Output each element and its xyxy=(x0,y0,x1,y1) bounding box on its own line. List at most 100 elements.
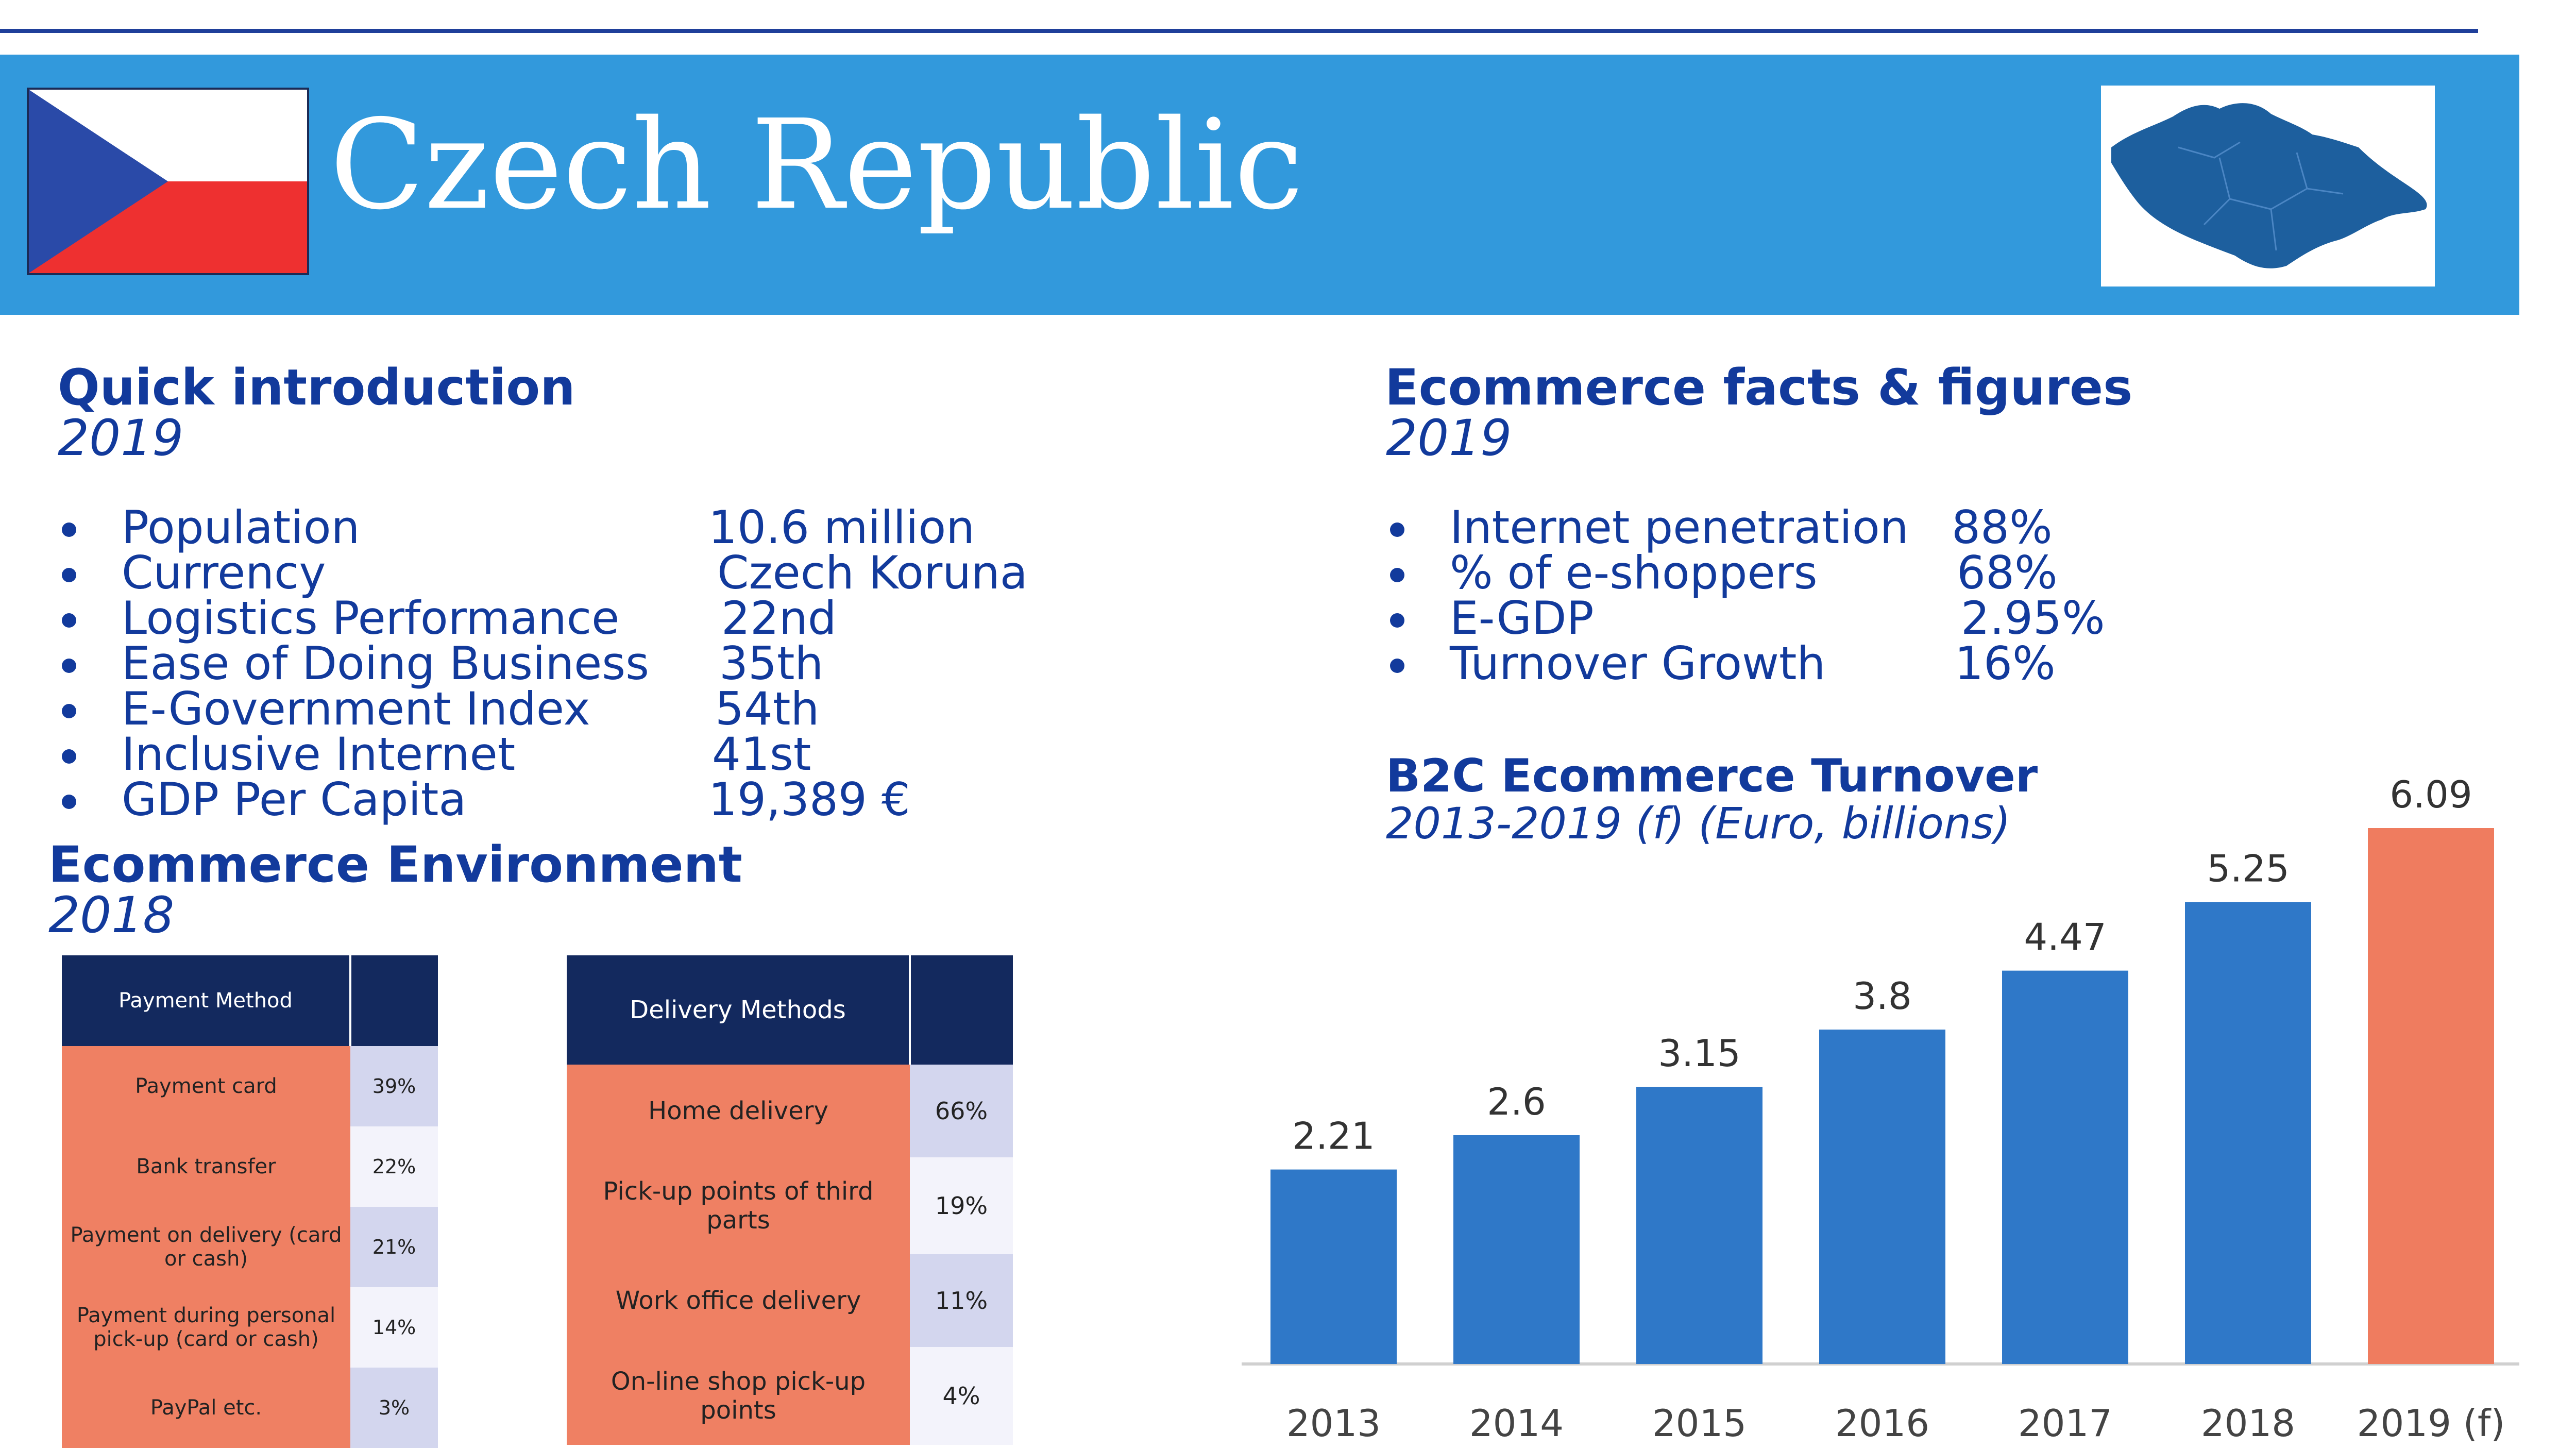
value-label: 3.15 xyxy=(1658,1032,1740,1075)
bullet-icon xyxy=(62,523,76,537)
ecom-facts-heading: Ecommerce facts & figures xyxy=(1385,359,2133,416)
delivery-header-value xyxy=(910,955,1013,1065)
item-value: 10.6 million xyxy=(708,501,975,554)
table-row: Payment during personal pick-up (card or… xyxy=(62,1287,438,1368)
item-label: Turnover Growth xyxy=(1450,637,1826,690)
item-value: 68% xyxy=(1957,546,2058,599)
item-value: 88% xyxy=(1952,501,2053,554)
row-value: 19% xyxy=(910,1157,1013,1254)
ecom-facts-year: 2019 xyxy=(1386,409,1512,467)
turnover-subtitle: 2013-2019 (f) (Euro, billions) xyxy=(1386,798,2011,849)
bar-2016 xyxy=(1819,1030,1945,1364)
bullet-icon xyxy=(62,795,76,809)
bullet-icon xyxy=(62,749,76,764)
item-label: Currency xyxy=(122,546,326,599)
category-label: 2015 xyxy=(1652,1402,1747,1443)
bullet-icon xyxy=(62,613,76,628)
bullet-icon xyxy=(62,568,76,582)
row-value: 14% xyxy=(350,1287,438,1368)
table-row: Pick-up points of third parts 19% xyxy=(567,1157,1013,1254)
bullet-icon xyxy=(1390,613,1404,628)
category-label: 2014 xyxy=(1469,1402,1564,1443)
turnover-bar-chart: 2.21 2013 2.6 2014 3.15 2015 3.8 2016 4.47 2017 5.… xyxy=(1242,773,2519,1443)
list-item: % of e-shoppers 68% xyxy=(1390,550,2214,596)
list-item: E-GDP 2.95% xyxy=(1390,596,2214,641)
payment-header-value xyxy=(350,955,438,1046)
row-value: 3% xyxy=(350,1368,438,1448)
item-value: 2.95% xyxy=(1961,592,2105,645)
row-value: 39% xyxy=(350,1046,438,1126)
row-label: Payment on delivery (card or cash) xyxy=(62,1207,350,1287)
list-item: Logistics Performance 22nd xyxy=(62,596,1041,641)
row-label: Bank transfer xyxy=(62,1126,350,1207)
item-label: Ease of Doing Business xyxy=(122,637,649,690)
table-row: Payment card 39% xyxy=(62,1046,438,1126)
ecom-facts-list: Internet penetration 88% % of e-shoppers 6… xyxy=(1390,505,2214,686)
row-value: 66% xyxy=(910,1065,1013,1157)
item-label: % of e-shoppers xyxy=(1450,546,1818,599)
delivery-table: Delivery Methods Home delivery 66% Pick-… xyxy=(567,955,1013,1445)
bullet-icon xyxy=(1390,659,1404,673)
item-label: E-Government Index xyxy=(122,682,590,735)
environment-heading: Ecommerce Environment xyxy=(48,836,742,894)
quick-intro-year: 2019 xyxy=(58,409,184,467)
row-label: Payment during personal pick-up (card or… xyxy=(62,1287,350,1368)
environment-year: 2018 xyxy=(48,886,175,944)
item-label: Population xyxy=(122,501,360,554)
item-label: Internet penetration xyxy=(1450,501,1909,554)
value-label: 5.25 xyxy=(2207,847,2289,890)
czech-flag xyxy=(27,88,309,275)
row-label: PayPal etc. xyxy=(62,1368,350,1448)
country-map xyxy=(2101,86,2435,287)
payment-header: Payment Method xyxy=(62,955,351,1046)
item-label: E-GDP xyxy=(1450,592,1594,645)
list-item: E-Government Index 54th xyxy=(62,686,1041,732)
value-label: 2.21 xyxy=(1292,1115,1375,1158)
bar-2018 xyxy=(2185,902,2311,1364)
delivery-header: Delivery Methods xyxy=(567,955,911,1065)
value-label: 4.47 xyxy=(2024,916,2106,959)
item-value: Czech Koruna xyxy=(717,546,1028,599)
item-value: 19,389 € xyxy=(708,773,910,826)
list-item: Population 10.6 million xyxy=(62,505,1041,550)
list-item: Ease of Doing Business 35th xyxy=(62,641,1041,686)
category-label: 2013 xyxy=(1286,1402,1381,1443)
bullet-icon xyxy=(1390,523,1404,537)
quick-intro-list: Population 10.6 million Currency Czech Kor… xyxy=(62,505,1041,822)
table-row: Work office delivery 11% xyxy=(567,1254,1013,1347)
list-item: GDP Per Capita 19,389 € xyxy=(62,777,1041,822)
row-label: On-line shop pick-up points xyxy=(567,1347,910,1445)
list-item: Internet penetration 88% xyxy=(1390,505,2214,550)
table-row: Payment on delivery (card or cash) 21% xyxy=(62,1207,438,1287)
turnover-heading: B2C Ecommerce Turnover xyxy=(1386,749,2038,802)
list-item: Inclusive Internet 41st xyxy=(62,732,1041,777)
table-row: Home delivery 66% xyxy=(567,1065,1013,1157)
bar-2017 xyxy=(2002,970,2128,1364)
list-item: Turnover Growth 16% xyxy=(1390,641,2214,686)
row-label: Home delivery xyxy=(567,1065,910,1157)
czech-map-shape xyxy=(2111,103,2427,268)
row-label: Payment card xyxy=(62,1046,350,1126)
category-label: 2019 (f) xyxy=(2357,1402,2505,1443)
payment-table: Payment Method Payment card 39% Bank tra… xyxy=(62,955,438,1448)
item-value: 41st xyxy=(712,728,811,781)
row-value: 11% xyxy=(910,1254,1013,1347)
table-row: On-line shop pick-up points 4% xyxy=(567,1347,1013,1445)
item-value: 35th xyxy=(719,637,824,690)
value-label: 2.6 xyxy=(1487,1080,1546,1123)
item-label: Logistics Performance xyxy=(122,592,620,645)
item-value: 54th xyxy=(715,682,820,735)
row-label: Pick-up points of third parts xyxy=(567,1157,910,1254)
region-borders xyxy=(2178,141,2344,251)
list-item: Currency Czech Koruna xyxy=(62,550,1041,596)
bar-2015 xyxy=(1636,1087,1762,1364)
table-header-row: Delivery Methods xyxy=(567,955,1013,1065)
top-rule xyxy=(0,29,2478,33)
row-label: Work office delivery xyxy=(567,1254,910,1347)
table-row: PayPal etc. 3% xyxy=(62,1368,438,1448)
bar-2019 (f) xyxy=(2368,828,2494,1364)
bullet-icon xyxy=(62,704,76,718)
value-label: 3.8 xyxy=(1853,974,1912,1018)
item-value: 16% xyxy=(1955,637,2056,690)
bar-2013 xyxy=(1270,1169,1397,1364)
